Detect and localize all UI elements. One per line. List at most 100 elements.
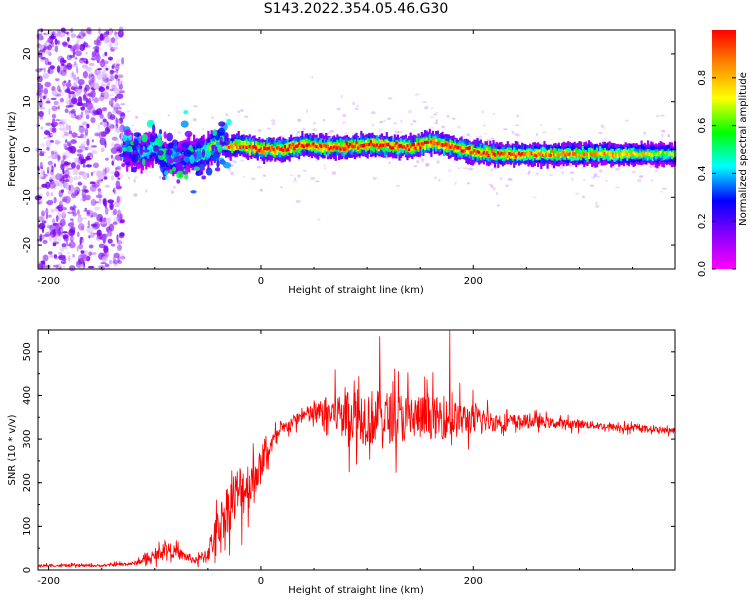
noise-blob (89, 97, 93, 102)
noise-blob (55, 215, 59, 223)
noise-blob (101, 256, 108, 263)
noise-speckle (158, 175, 162, 179)
noise-speckle (422, 101, 427, 103)
noise-speckle (466, 182, 470, 185)
snr-x-axis-label: Height of straight line (km) (288, 585, 424, 596)
noise-blob (116, 110, 123, 115)
ridge-cell (409, 144, 412, 149)
noise-blob (86, 123, 90, 129)
transition-blob (185, 141, 191, 146)
ridge-cell (505, 154, 508, 158)
spectrogram-x-tick-label: 0 (258, 276, 264, 287)
ridge-cell (425, 140, 428, 144)
ridge-cell (406, 144, 409, 148)
ridge-cell (481, 152, 484, 156)
noise-speckle (394, 131, 400, 133)
ridge-cell (535, 150, 538, 156)
noise-blob (51, 118, 56, 124)
ridge-cell (290, 146, 293, 153)
noise-blob (38, 106, 46, 110)
noise-speckle (121, 161, 126, 164)
noise-speckle (240, 109, 244, 112)
noise-blob (106, 231, 113, 237)
noise-blob (100, 147, 105, 153)
snr-y-tick-label: 0 (22, 567, 33, 573)
noise-blob (110, 243, 116, 247)
ridge-cell (486, 147, 489, 155)
noise-blob (39, 68, 44, 71)
colorbar-tick-label: 0.6 (697, 118, 708, 134)
noise-speckle (410, 123, 414, 126)
ridge-cell (368, 142, 371, 147)
noise-blob (111, 210, 116, 216)
ridge-cell (261, 149, 264, 153)
colorbar-label: Normalized spectral amplitude (738, 72, 749, 226)
ridge-cell (428, 140, 431, 144)
noise-blob (116, 195, 120, 204)
ridge-cell (567, 152, 570, 157)
ridge-cell (610, 153, 613, 160)
ridge-cell (345, 146, 349, 152)
ridge-cell (581, 153, 584, 158)
noise-blob (84, 112, 89, 116)
ridge-cell (594, 153, 597, 158)
noise-blob (66, 62, 73, 70)
noise-speckle (354, 107, 359, 110)
transition-blob (162, 176, 166, 181)
noise-blob (46, 100, 50, 104)
noise-blob (58, 33, 65, 38)
noise-speckle (561, 171, 564, 175)
noise-blob (92, 170, 96, 174)
noise-blob (93, 162, 99, 169)
ridge-cell (285, 143, 288, 152)
ridge-cell (505, 149, 508, 157)
noise-blob (55, 106, 60, 110)
noise-blob (101, 82, 104, 86)
noise-blob (38, 222, 46, 230)
ridge-cell (299, 144, 302, 148)
ridge-cell (317, 146, 320, 150)
noise-blob (43, 67, 46, 73)
noise-blob (86, 27, 92, 35)
noise-blob (68, 241, 76, 249)
noise-blob (42, 95, 46, 100)
noise-blob (70, 33, 77, 38)
ridge-cell (395, 141, 398, 145)
ridge-cell (420, 142, 423, 146)
ridge-cell (447, 143, 450, 147)
noise-speckle (227, 167, 231, 170)
noise-speckle (535, 172, 539, 175)
noise-blob (65, 171, 71, 175)
noise-blob (98, 27, 101, 35)
noise-speckle (434, 176, 438, 180)
noise-blob (116, 138, 119, 144)
noise-blob (60, 65, 64, 72)
ridge-cell (366, 143, 369, 147)
noise-blob (97, 265, 104, 269)
noise-blob (100, 221, 107, 225)
ridge-cell (419, 140, 422, 148)
noise-blob (63, 143, 68, 147)
noise-blob (114, 104, 118, 108)
ridge-cell (522, 150, 525, 157)
noise-speckle (342, 113, 347, 118)
noise-blob (103, 244, 109, 253)
noise-blob (102, 84, 109, 87)
ridge-cell (662, 151, 665, 155)
ridge-cell (603, 152, 607, 156)
noise-blob (79, 239, 82, 245)
transition-blob (157, 133, 162, 139)
noise-blob (114, 74, 119, 80)
ridge-cell (259, 147, 263, 151)
noise-speckle (424, 162, 430, 167)
noise-blob (51, 113, 57, 119)
noise-speckle (435, 119, 438, 123)
noise-blob (77, 181, 82, 186)
noise-blob (109, 202, 114, 211)
ridge-cell (347, 145, 350, 148)
noise-speckle (516, 134, 521, 137)
noise-speckle (615, 186, 620, 189)
noise-speckle (515, 124, 520, 126)
ridge-cell (501, 152, 505, 156)
noise-blob (39, 152, 45, 157)
